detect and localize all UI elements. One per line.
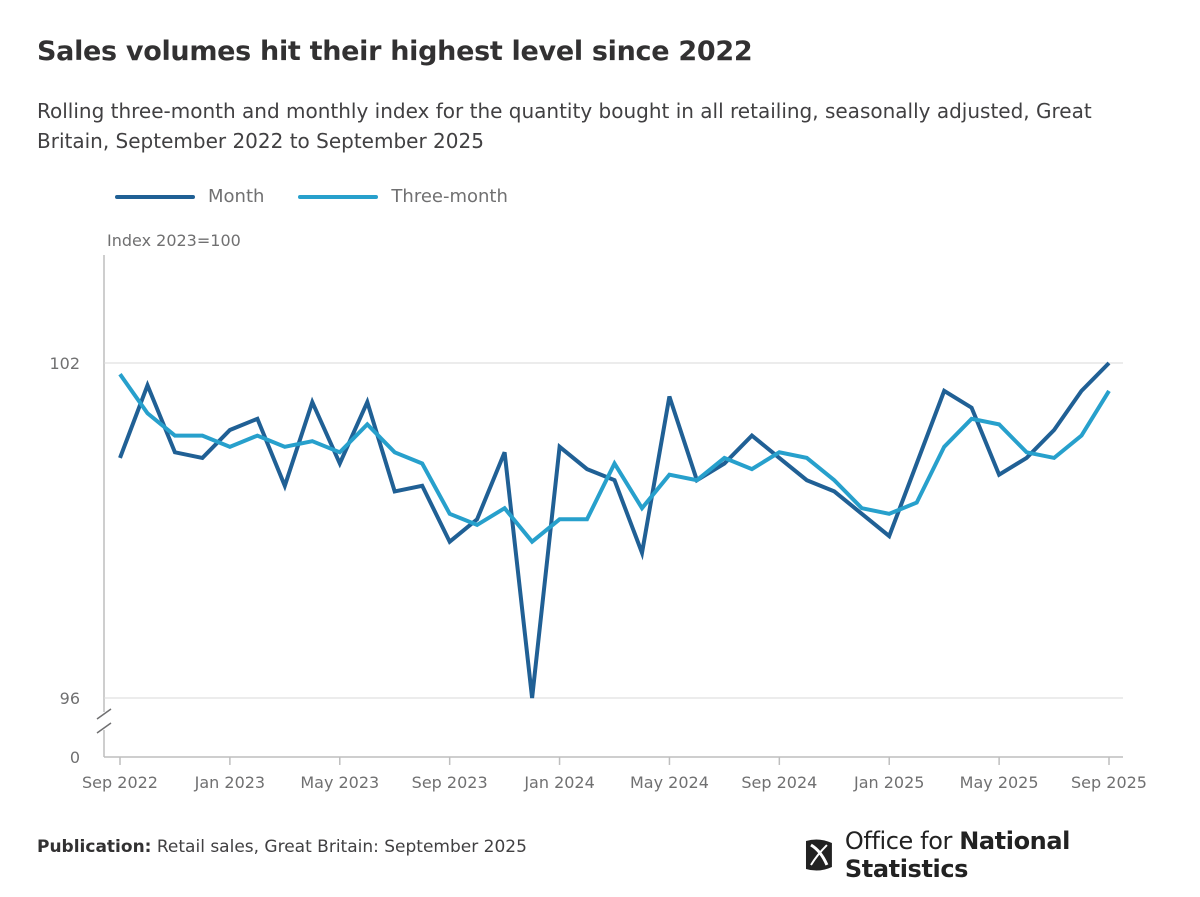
y-tick-label: 96 xyxy=(60,689,80,708)
x-tick-label: Sep 2022 xyxy=(82,773,158,792)
axis-break-mark xyxy=(96,708,112,720)
x-tick-label: May 2024 xyxy=(630,773,709,792)
publication-text[interactable]: Retail sales, Great Britain: September 2… xyxy=(156,837,527,857)
x-tick-label: May 2025 xyxy=(960,773,1039,792)
x-tick-label: Sep 2025 xyxy=(1071,773,1147,792)
ons-logo-text: Office for National Statistics xyxy=(844,827,1070,883)
chart-title: Sales volumes hit their highest level si… xyxy=(37,36,753,67)
legend-item-three-month[interactable]: Three-month xyxy=(298,186,508,207)
series-line-three-month xyxy=(118,373,1111,545)
legend-label-three-month: Three-month xyxy=(391,186,508,207)
y-tick-label: 0 xyxy=(70,748,80,767)
ons-logo-icon xyxy=(805,839,832,871)
x-tick-label: Sep 2024 xyxy=(741,773,817,792)
publication-label: Publication: xyxy=(37,837,152,857)
legend-swatch-month xyxy=(115,194,195,199)
x-tick-label: Sep 2023 xyxy=(412,773,488,792)
chart-legend: Month Three-month xyxy=(115,186,542,207)
publication-note: Publication: Retail sales, Great Britain… xyxy=(37,837,527,857)
x-tick-label: Jan 2024 xyxy=(523,773,594,792)
ons-logo[interactable]: Office for National Statistics xyxy=(803,827,1200,883)
y-axis-title: Index 2023=100 xyxy=(107,231,241,250)
legend-label-month: Month xyxy=(208,186,265,207)
x-tick-label: May 2023 xyxy=(300,773,379,792)
x-tick-label: Jan 2023 xyxy=(194,773,265,792)
x-tick-label: Jan 2025 xyxy=(853,773,924,792)
legend-item-month[interactable]: Month xyxy=(115,186,264,207)
legend-swatch-three-month xyxy=(298,194,379,199)
axis-break-mark xyxy=(96,722,112,734)
chart-subtitle: Rolling three-month and monthly index fo… xyxy=(37,99,1092,153)
series-line-month xyxy=(118,361,1111,699)
y-tick-label: 102 xyxy=(49,354,80,373)
